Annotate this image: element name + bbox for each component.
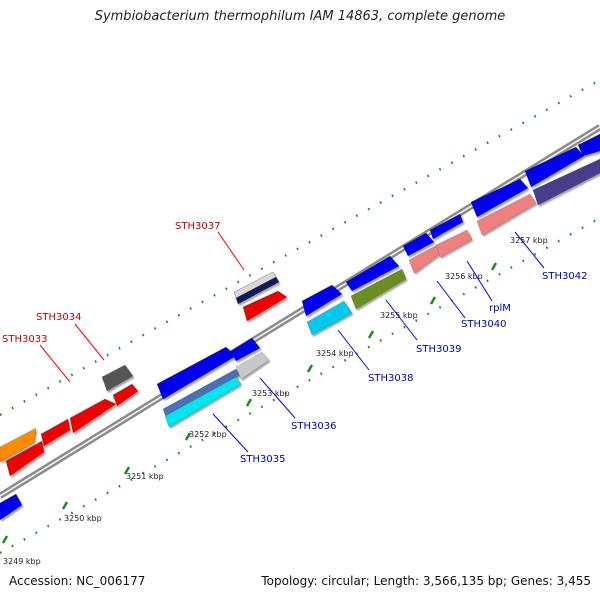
- gene-features: [0, 133, 600, 521]
- gene-feature[interactable]: [235, 351, 270, 380]
- kbp-label: 3256 kbp: [445, 272, 483, 281]
- kbp-tick: [123, 466, 131, 475]
- gene-label-sth3034[interactable]: STH3034: [36, 312, 81, 323]
- leader-line-sth3033: [39, 344, 71, 383]
- gene-feature[interactable]: [476, 193, 537, 236]
- outer-tick-track: [0, 78, 600, 417]
- gene-label-sth3035[interactable]: STH3035: [240, 454, 285, 465]
- gene-feature[interactable]: [40, 418, 71, 447]
- gene-label-rplm[interactable]: rplM: [489, 303, 511, 314]
- leader-line-sth3034: [74, 323, 105, 361]
- leader-line-sth3035: [212, 413, 249, 453]
- gene-feature[interactable]: [5, 440, 45, 477]
- gene-label-sth3038[interactable]: STH3038: [368, 373, 413, 384]
- gene-feature[interactable]: [301, 284, 343, 317]
- gene-feature[interactable]: [69, 398, 117, 434]
- kbp-scale: 3249 kbp 3250 kbp 3251 kbp 3252 kbp 3253…: [1, 236, 548, 566]
- kbp-label: 3253 kbp: [252, 389, 290, 398]
- inner-tick-track: [0, 216, 600, 555]
- gene-label-sth3033[interactable]: STH3033: [2, 334, 47, 345]
- kbp-label: 3251 kbp: [126, 472, 164, 481]
- leader-lines: [39, 231, 545, 453]
- gene-feature[interactable]: [306, 300, 353, 336]
- leader-line-sth3039: [385, 299, 418, 341]
- gene-label-sth3039[interactable]: STH3039: [416, 344, 461, 355]
- kbp-tick: [245, 398, 253, 407]
- gene-feature[interactable]: [524, 146, 585, 188]
- gene-feature[interactable]: [350, 268, 407, 310]
- kbp-label: 3249 kbp: [3, 557, 41, 566]
- map-title: Symbiobacterium thermophilum IAM 14863, …: [94, 9, 506, 24]
- accession-label: Accession: NC_006177: [9, 574, 146, 588]
- gene-label-sth3036[interactable]: STH3036: [291, 421, 336, 432]
- gene-feature[interactable]: [0, 427, 37, 463]
- gene-feature[interactable]: [435, 229, 473, 258]
- leader-line-sth3038: [337, 329, 370, 371]
- kbp-label: 3257 kbp: [510, 236, 548, 245]
- gene-feature[interactable]: [577, 133, 600, 157]
- gene-feature[interactable]: [402, 232, 435, 257]
- leader-line-sth3036: [259, 377, 296, 419]
- gene-label-sth3037[interactable]: STH3037: [175, 221, 220, 232]
- kbp-tick: [184, 432, 192, 441]
- gene-feature[interactable]: [164, 376, 242, 428]
- genome-stats-label: Topology: circular; Length: 3,566,135 bp…: [261, 574, 591, 588]
- kbp-tick: [367, 330, 375, 339]
- gene-feature[interactable]: [230, 337, 261, 362]
- gene-feature[interactable]: [242, 290, 288, 322]
- kbp-tick: [1, 535, 9, 544]
- leader-line-sth3037: [217, 231, 245, 271]
- kbp-label: 3254 kbp: [316, 349, 354, 358]
- gene-feature[interactable]: [470, 178, 529, 218]
- kbp-tick: [490, 262, 498, 271]
- leader-line-sth3040: [436, 280, 466, 319]
- gene-labels: STH3033 STH3034 STH3037 STH3035 STH3036 …: [2, 221, 587, 465]
- gene-feature[interactable]: [429, 213, 464, 240]
- gene-feature[interactable]: [112, 383, 139, 407]
- gene-label-sth3040[interactable]: STH3040: [461, 319, 506, 330]
- kbp-tick: [61, 501, 69, 510]
- kbp-tick: [429, 296, 437, 305]
- leader-line-sth3042: [514, 231, 545, 269]
- gene-feature[interactable]: [101, 364, 134, 392]
- kbp-label: 3255 kbp: [380, 311, 418, 320]
- gene-feature[interactable]: [0, 493, 23, 521]
- kbp-label: 3252 kbp: [189, 430, 227, 439]
- gene-label-sth3042[interactable]: STH3042: [542, 271, 587, 282]
- gene-feature[interactable]: [532, 158, 600, 206]
- gene-feature[interactable]: [233, 271, 277, 299]
- leader-line-rplm: [466, 260, 493, 302]
- kbp-label: 3250 kbp: [64, 514, 102, 523]
- gene-feature[interactable]: [345, 255, 400, 292]
- kbp-tick: [306, 364, 314, 373]
